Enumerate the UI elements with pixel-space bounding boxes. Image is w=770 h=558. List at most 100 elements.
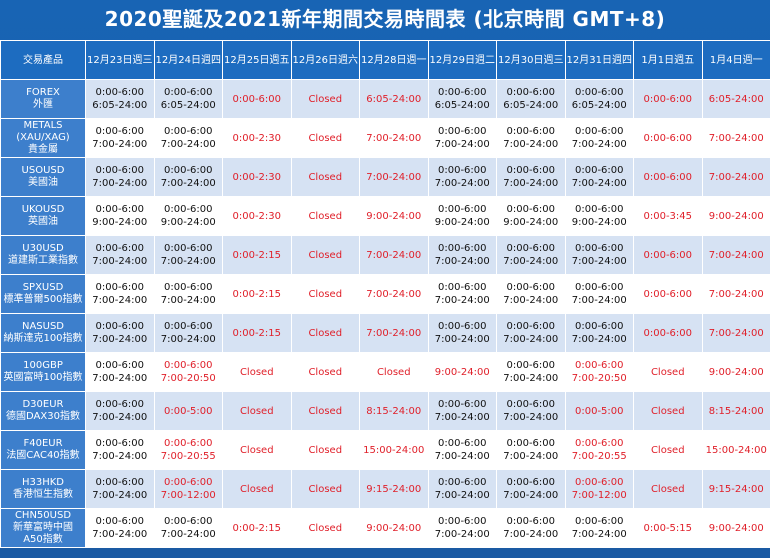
hours-cell: 0:00-3:45	[633, 196, 703, 236]
hours-cell: 0:00-6:00 7:00-20:55	[153, 430, 223, 470]
hours-cell: Closed	[290, 352, 360, 392]
hours-cell: 0:00-6:00 7:00-24:00	[564, 508, 634, 548]
product-label-line: 道建斯工業指數	[8, 255, 78, 266]
hours-line: 0:00-6:00	[163, 126, 213, 137]
hours-cell: 0:00-6:00 7:00-24:00	[153, 118, 223, 158]
hours-line: 7:00-24:00	[160, 295, 216, 306]
hours-cell: 0:00-6:00 7:00-24:00	[564, 313, 634, 353]
hours-cell: 9:00-24:00	[701, 352, 770, 392]
hours-line: 7:00-24:00	[92, 490, 148, 501]
trading-hours-table: 交易產品 12月23日週三 12月24日週四 12月25日週五 12月26日週六…	[0, 40, 770, 548]
hours-cell: 0:00-6:00 7:00-24:00	[496, 469, 566, 509]
hours-line: 6:05-24:00	[366, 93, 422, 105]
hours-cell: 0:00-6:00 7:00-24:00	[496, 274, 566, 314]
table-row: CHN50USD 新華富時中國 A50指數 0:00-6:00 7:00-24:00 0:…	[0, 508, 770, 548]
hours-line: 0:00-6:00	[506, 360, 556, 371]
hours-cell: 0:00-6:00	[633, 79, 703, 119]
hours-line: 0:00-6:00	[574, 87, 624, 98]
hours-cell: Closed	[633, 430, 703, 470]
hours-cell: 0:00-6:00 7:00-24:00	[85, 313, 155, 353]
hours-cell: 0:00-6:00 7:00-24:00	[85, 508, 155, 548]
hours-line: 0:00-6:00	[95, 243, 145, 254]
hours-line: 0:00-6:00	[574, 165, 624, 176]
hours-line: 0:00-6:00	[506, 321, 556, 332]
hours-line: Closed	[308, 171, 343, 183]
hours-line: 7:00-24:00	[708, 249, 764, 261]
product-label-line: CHN50USD	[14, 510, 72, 521]
hours-cell: 0:00-6:00 7:00-20:55	[564, 430, 634, 470]
product-label: METALS (XAU/XAG) 貴金屬	[0, 118, 86, 158]
header-date: 12月30日週三	[496, 40, 566, 80]
product-label-line: 美國油	[28, 177, 58, 188]
hours-line: Closed	[308, 288, 343, 300]
hours-cell: 8:15-24:00	[701, 391, 770, 431]
hours-line: 7:00-24:00	[503, 490, 559, 501]
hours-line: 0:00-6:00	[95, 321, 145, 332]
hours-line: 7:00-12:00	[160, 490, 216, 501]
hours-line: 0:00-6:00	[643, 249, 693, 261]
hours-cell: 0:00-6:00 9:00-24:00	[85, 196, 155, 236]
hours-line: 6:05-24:00	[434, 100, 490, 111]
product-label-line: F40EUR	[23, 438, 63, 449]
hours-line: 0:00-6:00	[163, 438, 213, 449]
hours-cell: Closed	[633, 352, 703, 392]
hours-line: Closed	[308, 522, 343, 534]
hours-line: 0:00-6:00	[506, 204, 556, 215]
hours-line: Closed	[308, 132, 343, 144]
hours-line: 0:00-6:00	[506, 282, 556, 293]
hours-line: 0:00-6:00	[574, 126, 624, 137]
header-date: 12月23日週三	[85, 40, 155, 80]
hours-cell: 0:00-6:00 7:00-24:00	[85, 430, 155, 470]
product-label-line: (XAU/XAG)	[16, 132, 70, 143]
hours-cell: Closed	[633, 391, 703, 431]
hours-line: 7:00-24:00	[160, 529, 216, 540]
hours-cell: 0:00-6:00 7:00-24:00	[496, 157, 566, 197]
table-row: H33HKD 香港恒生指數 0:00-6:00 7:00-24:00 0:00-6:00…	[0, 469, 770, 509]
hours-cell: Closed	[290, 391, 360, 431]
hours-line: 0:00-6:00	[232, 93, 282, 105]
hours-cell: 0:00-2:15	[222, 508, 292, 548]
hours-line: 7:00-24:00	[366, 171, 422, 183]
hours-line: 9:00-24:00	[366, 210, 422, 222]
hours-cell: 7:00-24:00	[701, 274, 770, 314]
hours-line: Closed	[308, 210, 343, 222]
hours-line: 7:00-24:00	[366, 327, 422, 339]
hours-line: 8:15-24:00	[708, 405, 764, 417]
hours-line: 0:00-6:00	[574, 438, 624, 449]
hours-line: 9:00-24:00	[708, 210, 764, 222]
hours-line: 0:00-6:00	[95, 438, 145, 449]
hours-line: 7:00-20:55	[160, 451, 216, 462]
hours-cell: 0:00-6:00 9:00-24:00	[427, 196, 497, 236]
hours-line: 6:05-24:00	[503, 100, 559, 111]
hours-cell: 0:00-6:00 6:05-24:00	[153, 79, 223, 119]
hours-line: 7:00-24:00	[571, 295, 627, 306]
hours-line: 0:00-6:00	[643, 171, 693, 183]
hours-cell: 0:00-2:30	[222, 118, 292, 158]
hours-line: 7:00-24:00	[503, 295, 559, 306]
hours-line: 0:00-6:00	[506, 126, 556, 137]
hours-line: Closed	[650, 366, 685, 378]
hours-line: 0:00-2:30	[232, 210, 282, 222]
hours-line: Closed	[239, 366, 274, 378]
hours-cell: 0:00-6:00 7:00-24:00	[85, 352, 155, 392]
hours-line: 7:00-24:00	[366, 249, 422, 261]
hours-line: 6:05-24:00	[160, 100, 216, 111]
table-row: F40EUR 法國CAC40指數 0:00-6:00 7:00-24:00 0:00-6…	[0, 430, 770, 470]
hours-cell: 0:00-6:00 6:05-24:00	[427, 79, 497, 119]
hours-line: 0:00-6:00	[163, 360, 213, 371]
product-label-line: 貴金屬	[28, 144, 58, 155]
hours-cell: Closed	[222, 352, 292, 392]
product-label: USOUSD 美國油	[0, 157, 86, 197]
hours-cell: 0:00-6:00 7:00-24:00	[85, 118, 155, 158]
product-label: F40EUR 法國CAC40指數	[0, 430, 86, 470]
hours-cell: Closed	[222, 391, 292, 431]
product-label-line: D30EUR	[22, 399, 64, 410]
hours-cell: 0:00-6:00 7:00-24:00	[85, 274, 155, 314]
hours-cell: 6:05-24:00	[359, 79, 429, 119]
hours-line: 0:00-2:15	[232, 288, 282, 300]
hours-cell: Closed	[290, 430, 360, 470]
hours-line: 15:00-24:00	[363, 444, 425, 456]
hours-line: 0:00-6:00	[95, 477, 145, 488]
hours-line: 9:00-24:00	[366, 522, 422, 534]
hours-line: 0:00-6:00	[643, 93, 693, 105]
